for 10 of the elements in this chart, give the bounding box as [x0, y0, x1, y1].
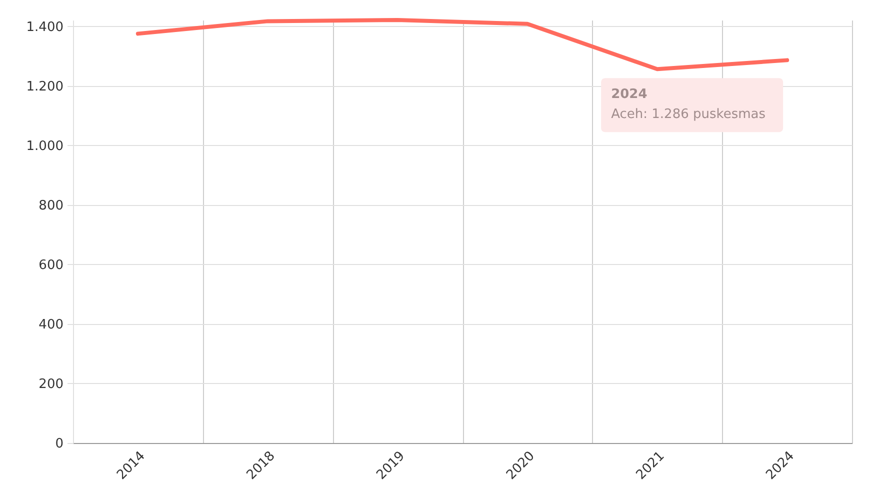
y-tick-label: 800 — [38, 198, 64, 214]
y-tick-label: 1.000 — [26, 138, 64, 154]
y-tick-label: 400 — [38, 317, 64, 332]
annotation: 2024 Aceh: 1.286 puskesmas — [611, 87, 766, 122]
y-tick-label: 600 — [38, 258, 64, 273]
y-tick-label: 0 — [55, 436, 64, 452]
y-tick-label: 1.200 — [26, 79, 64, 94]
line-series — [136, 18, 790, 72]
y-tick-label: 1.400 — [26, 20, 64, 35]
y-tick-label: 200 — [38, 376, 64, 392]
